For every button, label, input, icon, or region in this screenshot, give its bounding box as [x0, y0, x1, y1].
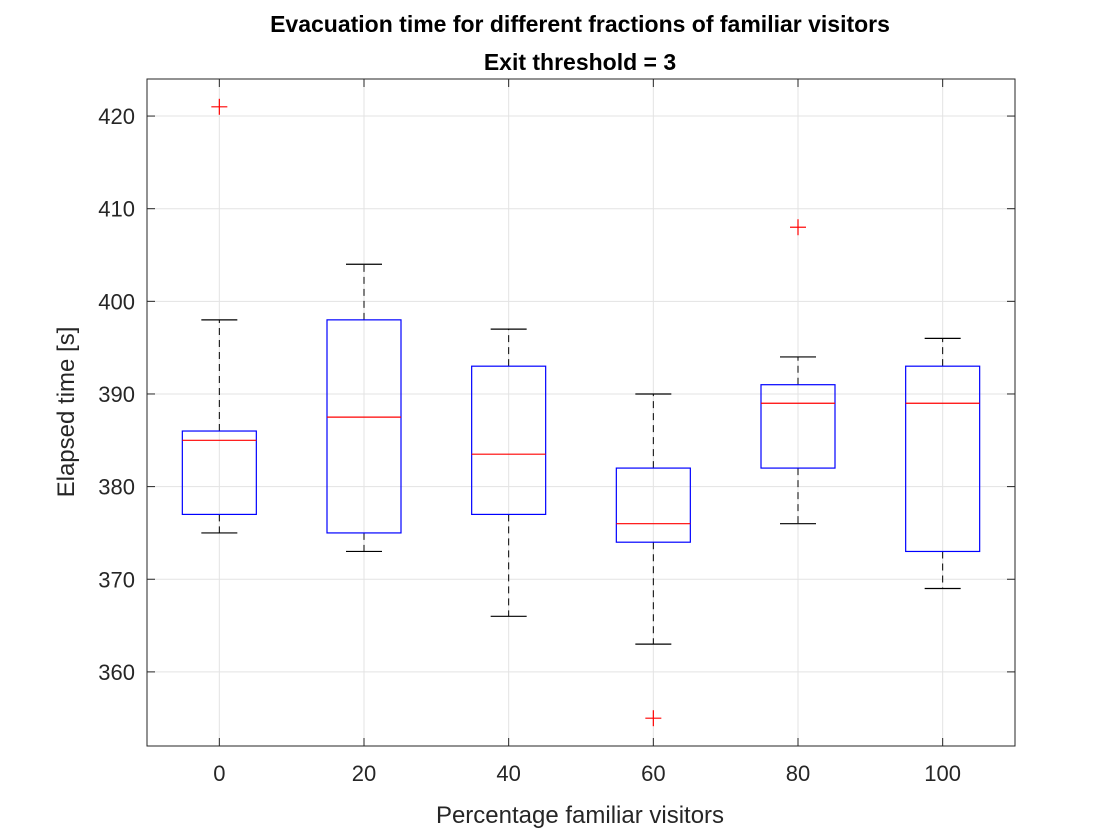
- plot-frame: [146, 78, 1016, 747]
- iqr-box: [471, 365, 547, 516]
- ticks: 0 20 40 60 80 100 360 370 380 390 400 410 420: [98, 79, 1015, 786]
- x-tick-label: 20: [352, 761, 376, 786]
- y-tick-label: 380: [98, 475, 135, 500]
- x-axis-label: Percentage familiar visitors: [436, 802, 724, 829]
- outlier-marker: [211, 98, 228, 115]
- chart-title-line-2: Exit threshold = 3: [484, 49, 676, 75]
- iqr-box: [326, 319, 402, 534]
- box-group-80: [760, 219, 836, 525]
- box-group-40: [471, 328, 547, 617]
- x-tick-label: 40: [496, 761, 520, 786]
- x-tick-label: 60: [641, 761, 665, 786]
- y-tick-label: 410: [98, 197, 135, 222]
- boxes: [181, 98, 981, 727]
- iqr-box: [760, 384, 836, 469]
- y-tick-label: 400: [98, 289, 135, 314]
- y-tick-label: 390: [98, 382, 135, 407]
- grid: [147, 79, 1015, 746]
- y-tick-label: 420: [98, 104, 135, 129]
- iqr-box: [181, 430, 257, 516]
- iqr-box: [615, 467, 691, 543]
- box-group-100: [905, 337, 981, 590]
- x-tick-label: 80: [786, 761, 810, 786]
- iqr-box: [905, 365, 981, 553]
- x-tick-label: 0: [213, 761, 225, 786]
- x-tick-label: 100: [924, 761, 961, 786]
- y-tick-label: 360: [98, 660, 135, 685]
- outlier-marker: [790, 219, 806, 236]
- box-group-20: [326, 263, 402, 553]
- chart-title-line-1: Evacuation time for different fractions …: [270, 11, 890, 37]
- box-group-60: [615, 393, 691, 727]
- y-tick-label: 370: [98, 567, 135, 592]
- outlier-marker: [645, 710, 662, 727]
- box-group-0: [181, 98, 257, 534]
- y-axis-label: Elapsed time [s]: [53, 327, 80, 498]
